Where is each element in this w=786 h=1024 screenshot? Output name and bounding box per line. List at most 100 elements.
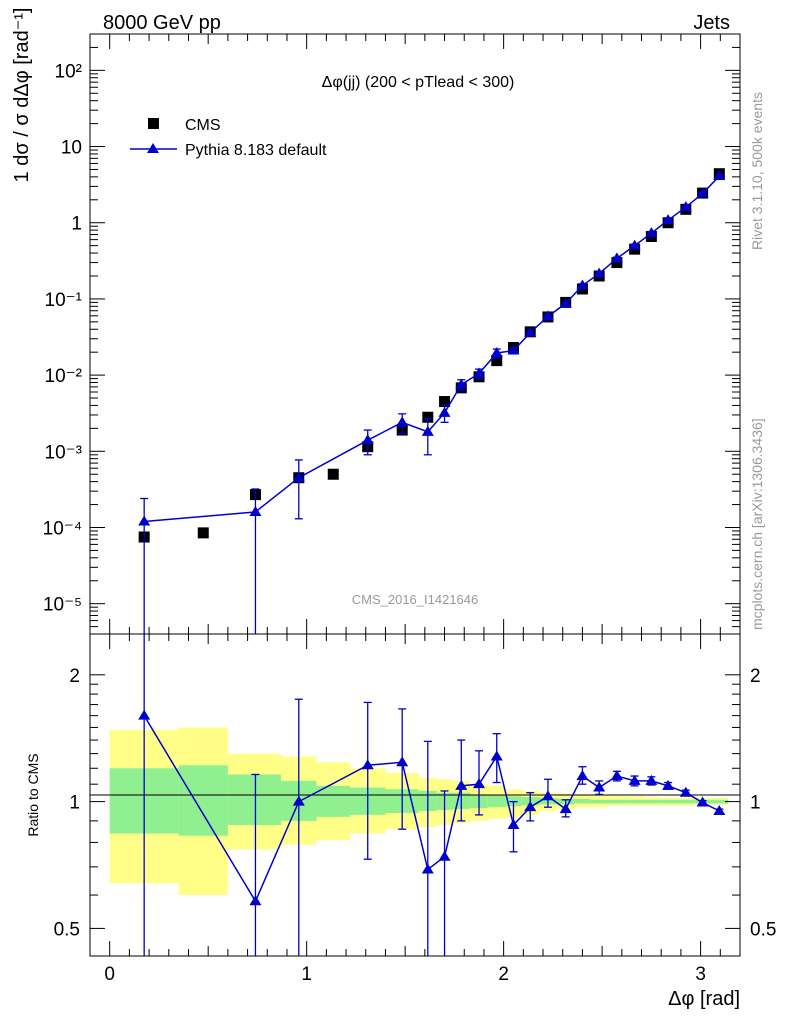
ratio-y-tick-label-right: 1 <box>750 793 761 814</box>
ratio-point <box>421 863 434 874</box>
cms-point <box>197 527 209 539</box>
y-axis-label-ratio-text: Ratio to CMS <box>25 753 41 836</box>
cms-point <box>327 468 339 480</box>
ratio-point <box>249 895 262 906</box>
pythia-point <box>524 326 537 337</box>
y-tick-label-main: 10⁻¹ <box>45 290 83 311</box>
header-left: 8000 GeV pp <box>103 12 221 34</box>
band-stat <box>710 799 729 804</box>
ratio-point <box>361 759 374 770</box>
ratio-point <box>541 790 554 801</box>
y-axis-label-main: 1 dσ / σ dΔφ [rad⁻¹] <box>11 8 33 183</box>
legend: CMS Pythia 8.183 default <box>130 117 327 159</box>
y-axis-label-ratio: Ratio to CMS <box>25 753 41 836</box>
pythia-point <box>473 367 486 378</box>
pythia-point <box>138 515 151 526</box>
ratio-point <box>507 818 520 829</box>
cms-point <box>611 257 623 269</box>
band-stat <box>625 799 644 804</box>
pythia-point <box>679 201 692 212</box>
pythia-point <box>507 344 520 355</box>
legend-pythia-label: Pythia 8.183 default <box>185 142 327 159</box>
pythia-point <box>292 471 305 482</box>
pythia-point <box>490 347 503 358</box>
pythia-point <box>713 170 726 181</box>
pythia-point <box>662 214 675 225</box>
ratio-y-tick-label-left: 0.5 <box>54 919 80 940</box>
pythia-point <box>559 297 572 308</box>
y-tick-label-main: 10⁻⁴ <box>43 518 82 539</box>
band-stat <box>659 799 677 804</box>
ratio-frame <box>89 633 741 957</box>
x-tick-label: 0 <box>104 964 115 985</box>
band-stat <box>316 785 350 817</box>
ratio-panel: 0.5 0.5 1 1 2 2 0 1 2 3 <box>54 633 776 985</box>
ratio-y-tick-label-left: 1 <box>69 793 80 814</box>
pythia-point <box>628 239 641 250</box>
ratio-point <box>396 756 409 767</box>
pythia-point <box>438 406 451 417</box>
ratio-point <box>559 803 572 814</box>
rivet-label: Rivet 3.1.10, 500k events <box>749 92 765 250</box>
band-stat <box>643 799 660 804</box>
y-tick-label-main: 1 <box>71 214 82 235</box>
legend-cms-label: CMS <box>185 117 221 134</box>
cms-point <box>439 396 451 408</box>
ratio-y-tick-label-left: 2 <box>69 666 80 687</box>
ratio-bands <box>109 727 729 896</box>
y-tick-label-main: 10⁻² <box>45 366 83 387</box>
y-tick-label-main: 10⁻³ <box>45 442 83 463</box>
band-stat <box>227 774 282 825</box>
pythia-point <box>645 227 658 238</box>
pythia-point <box>396 416 409 427</box>
y-axis-label-main-text: 1 dσ / σ dΔφ [rad⁻¹] <box>11 8 33 183</box>
ratio-point <box>696 796 709 807</box>
ratio-series <box>138 634 726 956</box>
pythia-point <box>455 378 468 389</box>
chart-title: Δφ(jj) (200 < pTlead < 300) <box>322 74 515 91</box>
pythia-point <box>541 310 554 321</box>
ratio-point <box>610 770 623 781</box>
cms-point <box>491 355 503 367</box>
legend-cms-marker <box>148 118 159 129</box>
x-tick-label: 2 <box>498 964 509 985</box>
pythia-series <box>138 170 726 634</box>
ratio-point <box>455 779 468 790</box>
x-axis-label: Δφ [rad] <box>668 988 740 1010</box>
ratio-point <box>138 709 151 720</box>
source-label: mcplots.cern.ch [arXiv:1306.3436] <box>749 418 765 630</box>
ratio-point <box>662 779 675 790</box>
cms-series <box>138 168 725 543</box>
y-tick-label-main: 10 <box>61 138 82 159</box>
pythia-point <box>421 425 434 436</box>
ratio-y-tick-label-right: 0.5 <box>750 919 776 940</box>
ratio-point <box>473 778 486 789</box>
band-stat <box>676 799 695 804</box>
band-stat <box>608 799 626 804</box>
pythia-point <box>610 252 623 263</box>
pythia-point <box>576 279 589 290</box>
pythia-point <box>593 267 606 278</box>
ratio-point <box>292 795 305 806</box>
ratio-ticks: 0.5 0.5 1 1 2 2 0 1 2 3 <box>54 634 776 985</box>
ratio-point <box>628 774 641 785</box>
ratio-point <box>645 774 658 785</box>
ratio-point <box>593 781 606 792</box>
pythia-point <box>696 187 709 198</box>
band-stat <box>574 798 591 804</box>
ratio-point <box>438 850 451 861</box>
ratio-point <box>524 801 537 812</box>
y-tick-label-main: 10⁻⁵ <box>43 595 82 616</box>
watermark: CMS_2016_I1421646 <box>352 592 479 607</box>
band-stat <box>487 795 506 808</box>
pythia-point <box>361 434 374 445</box>
main-panel: 10⁻⁵ 10⁻⁴ 10⁻³ 10⁻² 10⁻¹ 1 10 10² Δφ(jj) (200 <… <box>43 33 741 635</box>
band-stat <box>590 799 609 804</box>
x-tick-label: 3 <box>695 964 706 985</box>
ratio-point <box>713 804 726 815</box>
ratio-point <box>679 786 692 797</box>
ratio-y-tick-label-right: 2 <box>750 666 761 687</box>
rivet-label-text: Rivet 3.1.10, 500k events <box>749 92 765 250</box>
band-stat <box>178 765 228 836</box>
